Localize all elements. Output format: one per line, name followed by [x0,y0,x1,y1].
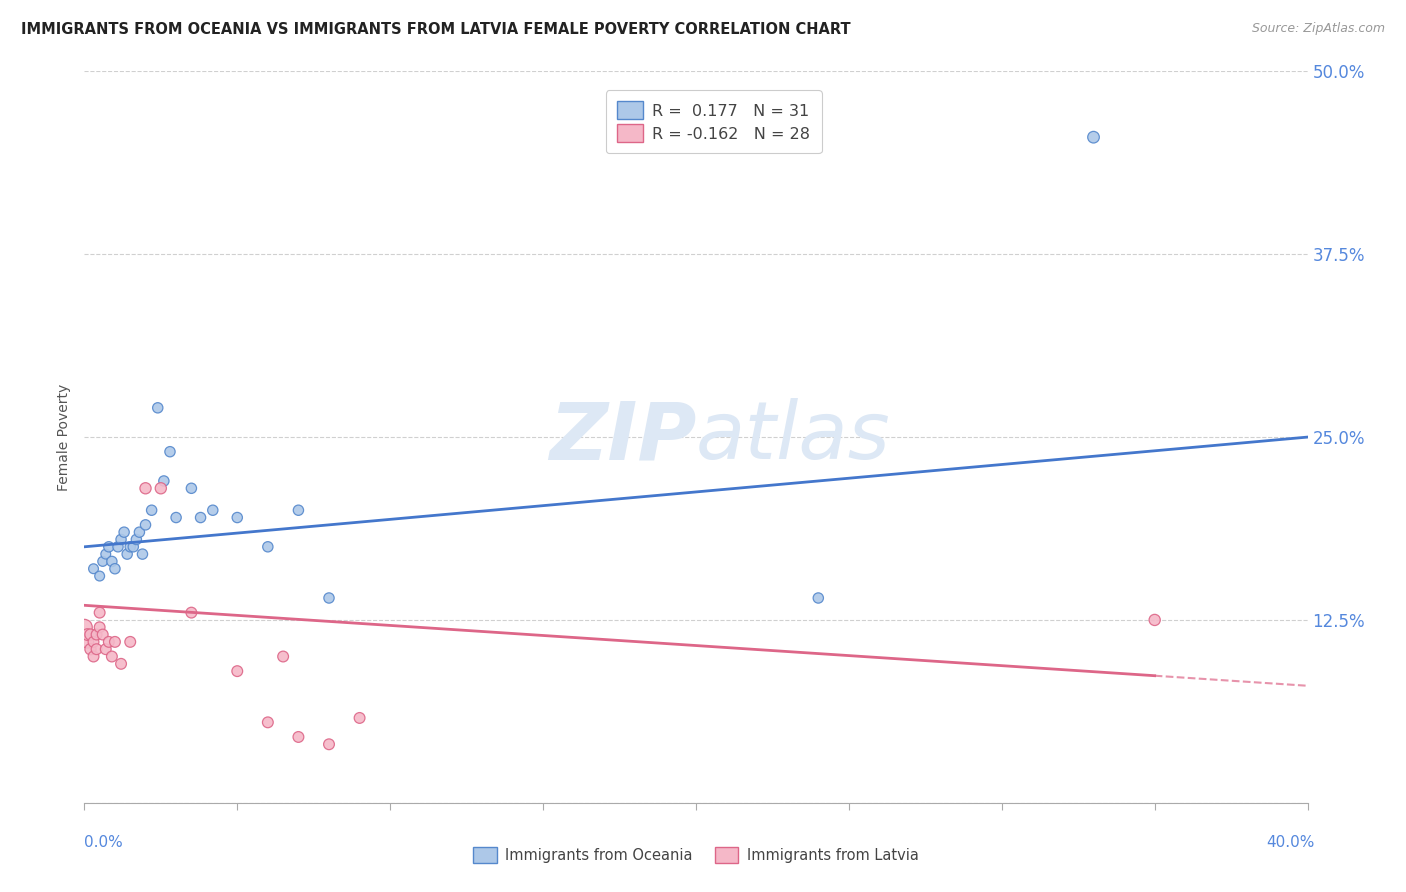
Point [104,635,127,649]
Point [83,649,105,664]
Point [101,649,124,664]
Point [89,620,111,634]
Point [165,510,187,524]
Point [128,525,150,540]
Point [101,554,124,568]
Point [112,525,135,540]
Point [146,401,169,415]
Point [159,444,181,458]
Point [94,642,117,657]
Point [89,606,111,620]
Point [271,649,294,664]
Point [180,481,202,495]
Point [97,540,120,554]
Point [104,562,127,576]
Point [83,635,105,649]
Point [318,591,340,605]
Point [149,481,172,495]
Point [125,533,148,547]
Point [257,540,280,554]
Point [94,547,117,561]
Point [257,715,280,730]
Point [76,635,98,649]
Point [1083,130,1105,145]
Point [201,503,224,517]
Point [122,540,145,554]
Point [287,730,309,744]
Legend: Immigrants from Oceania, Immigrants from Latvia: Immigrants from Oceania, Immigrants from… [467,841,925,869]
Text: IMMIGRANTS FROM OCEANIA VS IMMIGRANTS FROM LATVIA FEMALE POVERTY CORRELATION CHA: IMMIGRANTS FROM OCEANIA VS IMMIGRANTS FR… [21,22,851,37]
Point [287,503,309,517]
Point [76,627,98,641]
Point [83,562,105,576]
Point [807,591,830,605]
Text: ZIP: ZIP [548,398,696,476]
Point [110,533,132,547]
Y-axis label: Female Poverty: Female Poverty [58,384,72,491]
Point [120,540,142,554]
Point [110,657,132,671]
Point [91,554,114,568]
Point [79,627,101,641]
Point [153,474,176,488]
Point [318,737,340,751]
Point [89,569,111,583]
Point [226,664,249,678]
Point [79,642,101,657]
Point [107,540,129,554]
Point [91,627,114,641]
Point [120,635,142,649]
Point [135,517,157,532]
Point [226,510,249,524]
Text: 0.0%: 0.0% [84,836,124,850]
Point [73,620,96,634]
Point [180,606,202,620]
Text: atlas: atlas [696,398,891,476]
Point [131,547,153,561]
Point [349,711,371,725]
Point [141,503,163,517]
Text: 40.0%: 40.0% [1267,836,1315,850]
Point [86,627,108,641]
Point [86,642,108,657]
Text: Source: ZipAtlas.com: Source: ZipAtlas.com [1251,22,1385,36]
Point [135,481,157,495]
Point [1143,613,1166,627]
Point [97,635,120,649]
Point [190,510,212,524]
Point [115,547,138,561]
